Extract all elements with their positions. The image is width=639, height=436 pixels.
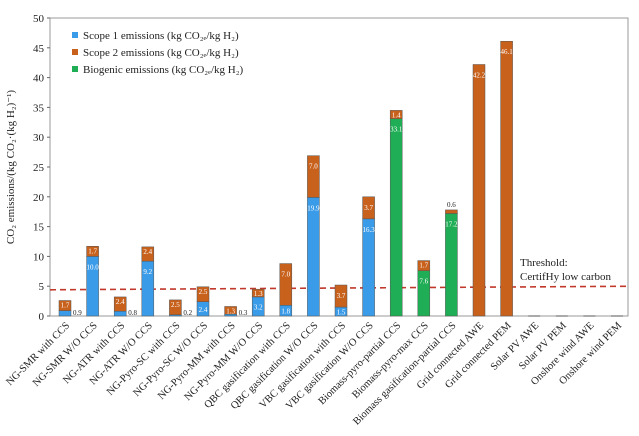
data-label: 1.5	[337, 309, 346, 317]
legend-swatch	[72, 66, 78, 72]
bar-segment	[141, 246, 155, 262]
y-tick-label: 5	[39, 281, 45, 293]
y-tick-label: 10	[33, 251, 45, 263]
data-label: 1.4	[392, 111, 401, 119]
data-label: 9.2	[143, 268, 152, 276]
data-label: 7.0	[309, 163, 318, 171]
legend: Scope 1 emissions (kg CO₂ₑ/kg H₂) Scope 2…	[72, 30, 244, 76]
bar-segment	[251, 288, 265, 298]
data-label: 1.3	[226, 307, 235, 315]
bar-segment	[224, 306, 237, 315]
legend-label: Scope 1 emissions (kg CO₂ₑ/kg H₂)	[83, 30, 239, 42]
bar-segment	[113, 310, 127, 317]
bars: 0.91.710.01.70.82.49.22.40.22.52.42.50.3…	[58, 40, 623, 317]
bar-segment	[196, 286, 210, 302]
bar-segment	[445, 213, 458, 317]
y-tick-label: 40	[33, 73, 45, 85]
data-label: 19.9	[307, 204, 320, 212]
data-label: 16.3	[362, 226, 375, 234]
data-label: 3.7	[337, 292, 346, 300]
bar-segment	[113, 296, 127, 312]
y-tick-label: 15	[33, 222, 45, 234]
threshold-label-line1: Threshold:	[520, 257, 568, 269]
bar-segment	[58, 300, 72, 311]
threshold-label-line2: CertifHy low carbon	[520, 271, 612, 283]
data-label: 7.6	[419, 278, 428, 286]
bar-segment	[307, 197, 320, 317]
data-label: 0.6	[447, 201, 456, 209]
bar-segment	[307, 155, 320, 198]
data-label: 3.7	[364, 204, 373, 212]
y-tick-label: 35	[33, 102, 45, 114]
bar-segment	[389, 110, 403, 119]
y-tick-label: 20	[33, 192, 45, 204]
data-label: 2.4	[199, 306, 208, 314]
data-label: 1.8	[281, 308, 290, 316]
bar-segment	[389, 118, 403, 317]
bar-segment	[362, 196, 375, 220]
data-label: 0.8	[128, 309, 137, 317]
bar-segment	[279, 263, 293, 306]
data-label: 3.2	[254, 303, 263, 311]
data-label: 17.2	[445, 220, 458, 228]
data-label: 0.9	[73, 309, 82, 317]
data-label: 1.7	[88, 247, 97, 255]
data-label: 10.0	[86, 263, 99, 271]
y-tick-label: 50	[33, 13, 45, 25]
data-label: 33.1	[390, 126, 403, 134]
data-label: 2.5	[171, 301, 180, 309]
data-label: 1.7	[419, 262, 428, 270]
bar-segment	[334, 284, 348, 308]
data-label: 2.5	[199, 288, 208, 296]
y-tick-label: 25	[33, 162, 45, 174]
legend-label: Scope 2 emissions (kg CO₂ₑ/kg H₂)	[83, 47, 239, 59]
legend-swatch	[72, 49, 78, 55]
y-axis-label: CO₂ emissions/(kg CO₂·(kg H₂)⁻¹)	[5, 90, 17, 244]
bar-segment	[500, 40, 513, 317]
data-label: 7.0	[281, 271, 290, 279]
data-label: 0.2	[183, 309, 192, 317]
y-tick-label: 45	[33, 43, 45, 55]
bar-segment	[169, 299, 182, 316]
data-label: 0.3	[239, 309, 248, 317]
legend-swatch	[72, 32, 78, 38]
data-label: 1.3	[254, 290, 263, 298]
bar-segment	[417, 260, 431, 271]
threshold-line	[49, 285, 629, 291]
bar-segment	[58, 310, 72, 317]
data-label: 46.1	[500, 48, 513, 56]
y-tick-label: 30	[33, 132, 45, 144]
bar-segment	[472, 64, 486, 317]
data-label: 2.4	[116, 298, 125, 306]
data-label: 2.4	[143, 248, 152, 256]
bar-segment	[86, 246, 99, 257]
y-tick-label: 0	[39, 311, 45, 323]
legend-label: Biogenic emissions (kg CO₂ₑ/kg H₂)	[83, 64, 244, 76]
bar-segment	[445, 209, 458, 214]
data-label: 1.7	[61, 302, 70, 310]
data-label: 42.2	[473, 71, 486, 79]
